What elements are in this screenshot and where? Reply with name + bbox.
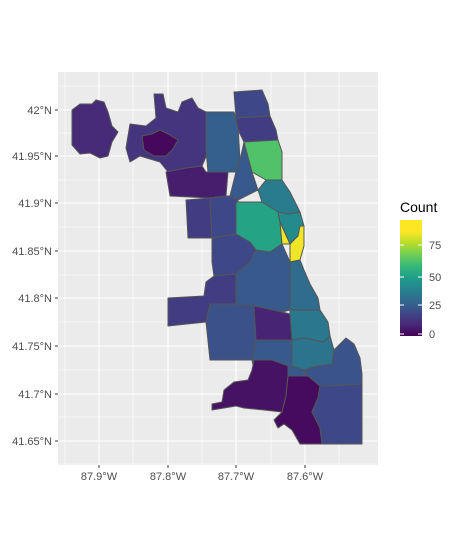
y-tick-label: 41.9°N: [18, 198, 52, 210]
x-tick-label: 87.6°W: [287, 471, 324, 483]
y-tick-label: 41.7°N: [18, 389, 52, 401]
region-loop: [279, 221, 305, 263]
region-austin: [185, 197, 213, 239]
region-far-south: [311, 383, 363, 445]
y-tick-label: 41.95°N: [12, 151, 52, 163]
region-north-central: [205, 111, 241, 173]
y-tick-label: 41.85°N: [12, 246, 52, 258]
legend: Count 75 50 25 0: [400, 199, 441, 341]
regions: [71, 89, 363, 445]
region-portage-park: [165, 165, 229, 199]
y-tick-label: 42°N: [27, 105, 52, 117]
y-tick-label: 41.8°N: [18, 293, 52, 305]
y-axis-labels: 42°N 41.95°N 41.9°N 41.85°N 41.8°N 41.75…: [12, 105, 52, 448]
y-tick-label: 41.65°N: [12, 436, 52, 448]
region-humboldt: [209, 195, 239, 239]
legend-label: 25: [429, 300, 441, 312]
y-tick-label: 41.75°N: [12, 341, 52, 353]
region-lakeview: [243, 139, 283, 181]
x-tick-label: 87.9°W: [81, 471, 118, 483]
region-southwest-1: [167, 273, 237, 327]
region-southwest-2: [205, 303, 257, 361]
region-ohare: [71, 99, 119, 159]
region-northwest-pocket: [141, 129, 179, 157]
legend-colorbar: [400, 220, 422, 336]
region-edgewater: [235, 115, 279, 143]
legend-label: 50: [429, 272, 441, 284]
x-tick-label: 87.8°W: [150, 471, 187, 483]
x-tick-label: 87.7°W: [218, 471, 255, 483]
region-beverly: [211, 359, 289, 413]
axis-ticks: [55, 109, 306, 468]
legend-title: Count: [400, 199, 437, 215]
x-axis-labels: 87.9°W 87.8°W 87.7°W 87.6°W: [81, 471, 324, 483]
legend-label: 75: [429, 240, 441, 252]
legend-label: 0: [429, 329, 435, 341]
